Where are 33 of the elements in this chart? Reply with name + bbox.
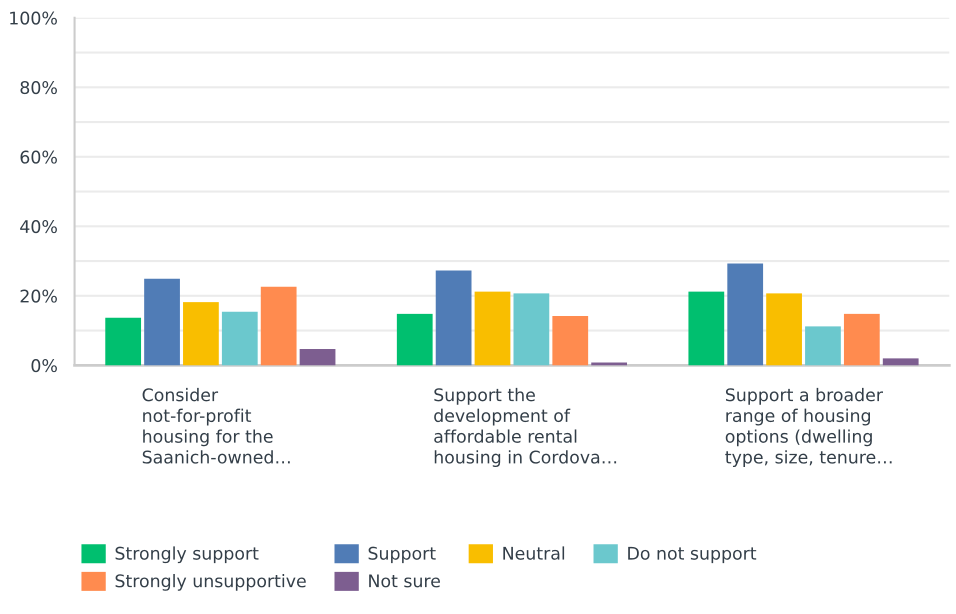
bar [727, 264, 764, 366]
y-tick-label: 100% [10, 12, 57, 25]
y-tick-label: 80% [20, 81, 57, 94]
x-tick-label: Consider not-for-profit housing for the Saanich-owned… [142, 388, 290, 464]
bar [882, 358, 919, 366]
x-tick-label: Support the development of affordable rental housing in Cordova… [434, 388, 616, 467]
bar [474, 292, 510, 366]
bar [513, 293, 550, 366]
bar [591, 362, 628, 366]
bar [552, 316, 588, 366]
legend-label: Strongly unsupportive [116, 574, 306, 591]
y-tick-label: 60% [20, 150, 57, 164]
bar [144, 278, 180, 366]
bar [436, 270, 472, 366]
bar [844, 314, 880, 366]
bar [183, 302, 219, 366]
legend-label: Support [368, 546, 436, 564]
bar [805, 326, 841, 366]
bar [766, 293, 802, 366]
legend-label: Neutral [503, 546, 564, 560]
y-tick-label: 40% [20, 220, 57, 234]
bar [260, 286, 297, 366]
legend-label: Do not support [628, 546, 756, 564]
bar [396, 314, 433, 366]
y-tick-label: 20% [20, 290, 57, 303]
bar [688, 292, 724, 366]
legend-label: Not sure [369, 574, 440, 588]
x-tick-label: Support a broader range of housing options (dwelling type, size, tenure… [725, 388, 892, 467]
legend-label: Strongly support [116, 546, 259, 564]
bar [300, 348, 336, 366]
bar [105, 318, 142, 366]
bar [222, 312, 258, 366]
y-tick-label: 0% [32, 359, 57, 372]
